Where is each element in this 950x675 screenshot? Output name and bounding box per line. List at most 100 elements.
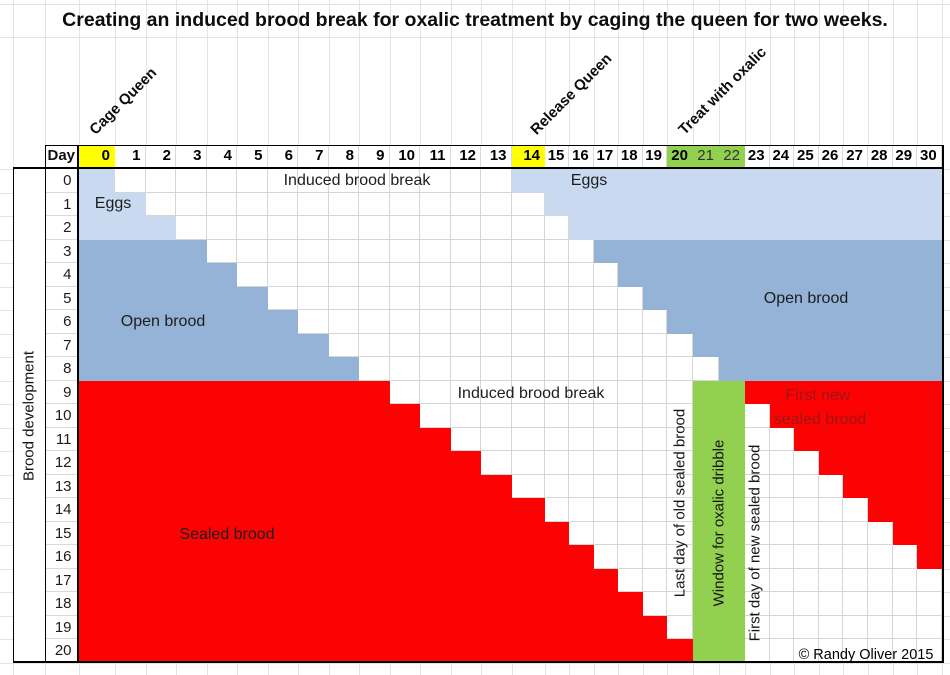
sheet-gridline-h: [0, 662, 950, 664]
grid-cell: [593, 427, 619, 451]
grid-cell: [917, 310, 942, 334]
grid-cell: [666, 498, 693, 522]
grid-cell: [769, 239, 795, 263]
grid-cell: [481, 639, 512, 663]
grid-cell: [237, 192, 268, 216]
grid-cell: [450, 545, 481, 569]
grid-cell: [642, 474, 667, 498]
grid-cell: [176, 263, 207, 287]
grid-cell: [892, 474, 918, 498]
grid-cell: [642, 216, 667, 240]
grid-cell: [569, 216, 594, 240]
grid-cell: [718, 216, 745, 240]
grid-cell: [666, 263, 693, 287]
grid-cell: [115, 615, 146, 639]
grid-cell: [145, 639, 176, 663]
grid-cell: [79, 451, 115, 475]
grid-cell: [206, 592, 237, 616]
grid-cell: [593, 239, 619, 263]
grid-cell: [917, 615, 942, 639]
grid-cell: [892, 451, 918, 475]
brood-age-label: 1: [45, 192, 78, 216]
grid-cell: [666, 568, 693, 592]
day-header-cell: 15: [545, 145, 570, 167]
grid-cell: [818, 427, 844, 451]
grid-cell: [298, 545, 329, 569]
grid-cell: [328, 568, 359, 592]
grid-cell: [569, 404, 594, 428]
grid-cell: [267, 192, 298, 216]
grid-cell: [642, 286, 667, 310]
grid-cell: [818, 498, 844, 522]
grid-cell: [359, 169, 390, 193]
grid-cell: [692, 451, 719, 475]
grid-cell: [359, 380, 390, 404]
grid-cell: [389, 545, 420, 569]
day-header-cell: 16: [569, 145, 594, 167]
grid-cell: [666, 216, 693, 240]
grid-cell: [744, 521, 770, 545]
day-header-cell: 20: [666, 145, 693, 167]
grid-cell: [843, 192, 868, 216]
grid-cell: [917, 333, 942, 357]
grid-cell: [545, 357, 570, 381]
grid-cell: [176, 169, 207, 193]
brood-age-label: 6: [45, 310, 78, 334]
grid-cell: [511, 615, 545, 639]
grid-cell: [892, 357, 918, 381]
grid-cell: [298, 498, 329, 522]
grid-cell: [744, 169, 770, 193]
grid-cell: [420, 639, 451, 663]
grid-cell: [79, 263, 115, 287]
grid-cell: [843, 357, 868, 381]
grid-cell: [420, 169, 451, 193]
grid-cell: [892, 286, 918, 310]
day-header-cell: 2: [145, 145, 176, 167]
grid-cell: [692, 521, 719, 545]
grid-cell: [267, 474, 298, 498]
grid-cell: [545, 192, 570, 216]
grid-cell: [917, 380, 942, 404]
grid-cell: [481, 404, 512, 428]
grid-cell: [237, 263, 268, 287]
grid-cell: [593, 521, 619, 545]
grid-cell: [206, 357, 237, 381]
day-header-cell: 3: [176, 145, 207, 167]
grid-cell: [917, 286, 942, 310]
grid-cell: [545, 545, 570, 569]
grid-cell: [769, 216, 795, 240]
grid-cell: [794, 545, 819, 569]
grid-cell: [359, 545, 390, 569]
grid-cell: [569, 615, 594, 639]
grid-cell: [718, 568, 745, 592]
grid-cell: [642, 239, 667, 263]
grid-cell: [718, 427, 745, 451]
chart-title: Creating an induced brood break for oxal…: [62, 9, 888, 31]
grid-cell: [892, 263, 918, 287]
grid-cell: [145, 216, 176, 240]
grid-cell: [818, 286, 844, 310]
frame-left-border: [12, 167, 14, 663]
grid-cell: [593, 545, 619, 569]
grid-cell: [892, 239, 918, 263]
grid-cell: [115, 380, 146, 404]
grid-cell: [744, 639, 770, 663]
induced-brood-break-label-mid: Induced brood break: [457, 385, 605, 402]
grid-cell: [666, 474, 693, 498]
day-header-cell: 13: [481, 145, 512, 167]
brood-development-axis-label: Brood development: [20, 350, 37, 482]
brood-age-label: 10: [45, 404, 78, 428]
grid-cell: [692, 498, 719, 522]
grid-cell: [867, 615, 893, 639]
grid-cell: [298, 239, 329, 263]
grid-cell: [328, 169, 359, 193]
grid-cell: [79, 545, 115, 569]
grid-cell: [237, 216, 268, 240]
grid-cell: [79, 333, 115, 357]
grid-cell: [298, 192, 329, 216]
grid-cell: [917, 169, 942, 193]
grid-cell: [569, 545, 594, 569]
grid-cell: [718, 333, 745, 357]
grid-cell: [569, 451, 594, 475]
grid-cell: [359, 239, 390, 263]
